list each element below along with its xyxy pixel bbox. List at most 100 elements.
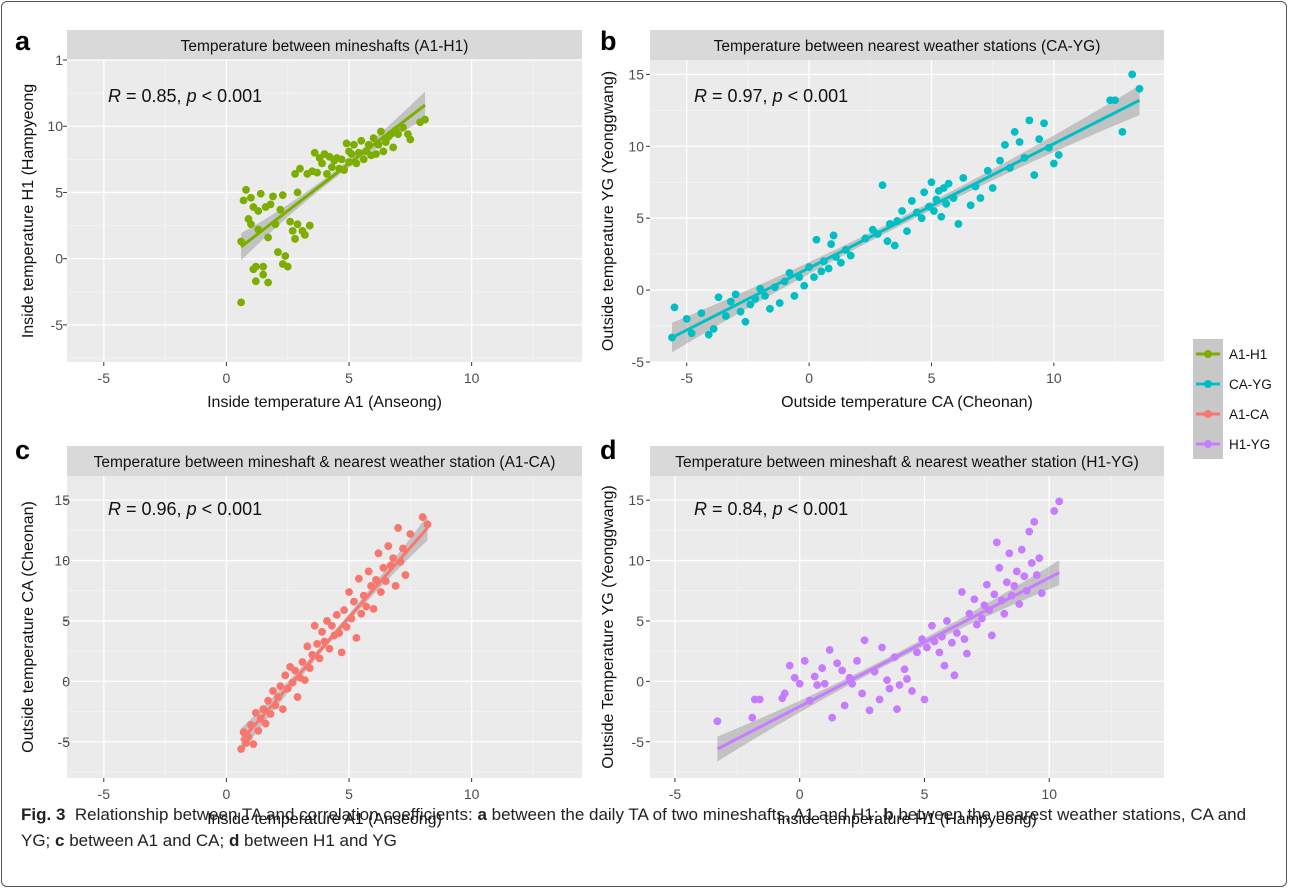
data-point (966, 201, 975, 210)
data-point (900, 665, 909, 674)
regression-line (716, 571, 1060, 751)
data-point (920, 695, 929, 704)
data-point (264, 278, 272, 287)
data-point (800, 656, 809, 665)
data-point (1118, 128, 1127, 136)
data-point (883, 676, 891, 685)
data-point (310, 621, 319, 630)
data-point (748, 713, 757, 722)
x-tick-label: 0 (805, 370, 813, 386)
data-point (927, 178, 936, 187)
plot-background (67, 60, 582, 362)
data-point (264, 233, 272, 242)
data-point (313, 168, 322, 177)
data-point (976, 194, 985, 202)
data-point (266, 710, 275, 718)
data-point (399, 123, 407, 132)
x-axis-label: Outside temperature CA (Cheonan) (781, 394, 1033, 411)
data-point (988, 184, 997, 192)
data-point (1035, 135, 1044, 143)
data-point (251, 262, 260, 271)
data-point (359, 155, 368, 164)
panel-d: d Temperature between mineshaft & nearest… (600, 435, 1164, 828)
data-point (980, 601, 989, 610)
data-point (687, 329, 696, 338)
caption-text-c: between A1 and CA; (64, 831, 229, 850)
data-point (332, 611, 341, 619)
correlation-annotation: R = 0.96, p < 0.001 (108, 499, 262, 519)
y-tick-label: 10 (628, 553, 644, 569)
data-point (1002, 578, 1011, 587)
x-tick-label: 10 (464, 786, 480, 802)
data-point (833, 659, 842, 668)
x-tick-label: -5 (680, 370, 693, 386)
data-point (274, 248, 282, 256)
data-point (954, 220, 963, 228)
data-point (983, 166, 992, 175)
data-point (953, 629, 961, 637)
data-point (374, 549, 383, 558)
data-point (323, 170, 331, 178)
data-point (940, 661, 949, 670)
data-point (982, 580, 991, 589)
x-tick-label: 5 (921, 786, 929, 802)
data-point (1012, 567, 1021, 576)
data-point (827, 240, 836, 248)
data-point (313, 640, 322, 648)
data-point (327, 621, 336, 630)
y-tick-label: 0 (55, 251, 63, 267)
data-point (342, 139, 351, 148)
data-point (977, 614, 986, 623)
data-point (266, 200, 275, 209)
data-point (369, 604, 378, 613)
data-point (1054, 151, 1063, 159)
legend-dot (1204, 350, 1212, 358)
data-point (883, 237, 892, 246)
data-point (960, 635, 969, 643)
data-point (242, 185, 250, 194)
legend: A1-H1 CA-YG A1-CA H1-YG (1193, 338, 1272, 462)
data-point (930, 207, 938, 215)
data-point (276, 205, 285, 214)
data-point (259, 262, 268, 271)
panel-letter-a: a (15, 26, 31, 56)
data-point (913, 648, 921, 657)
x-tick-label: -5 (98, 786, 111, 802)
data-point (286, 217, 295, 226)
caption-intro: Relationship between TA and correlation … (74, 805, 478, 824)
data-point (384, 542, 393, 550)
data-point (709, 325, 718, 333)
data-point (406, 135, 415, 144)
x-tick-label: 0 (223, 370, 231, 386)
caption-letter-b: b (883, 805, 894, 824)
data-point (1020, 572, 1029, 581)
data-point (840, 701, 849, 710)
panel-letter-d: d (600, 435, 617, 465)
y-tick-label: 10 (54, 553, 70, 569)
data-point (829, 231, 838, 240)
correlation-annotation: R = 0.84, p < 0.001 (694, 499, 848, 519)
data-point (1037, 589, 1046, 598)
data-point (935, 648, 944, 657)
facet-strip (67, 446, 582, 476)
x-tick-label: 10 (464, 370, 480, 386)
data-point (950, 671, 959, 680)
data-point (259, 270, 268, 279)
x-tick-label: -5 (98, 370, 111, 386)
data-point (785, 268, 794, 277)
data-point (291, 666, 299, 675)
data-point (731, 290, 740, 299)
data-point (1055, 497, 1064, 506)
data-point (423, 520, 432, 529)
data-point (959, 174, 968, 182)
y-axis-label: Outside temperature CA (Cheonan) (20, 501, 37, 753)
data-point (907, 197, 916, 205)
data-point (249, 740, 258, 749)
data-point (972, 620, 981, 629)
x-axis-label: Inside temperature A1 (Anseong) (207, 811, 442, 828)
x-axis-label: Inside temperature H1 (Hampyeong) (777, 811, 1037, 828)
data-point (965, 609, 974, 618)
data-point (278, 191, 287, 200)
data-point (713, 717, 722, 726)
data-point (389, 143, 398, 152)
